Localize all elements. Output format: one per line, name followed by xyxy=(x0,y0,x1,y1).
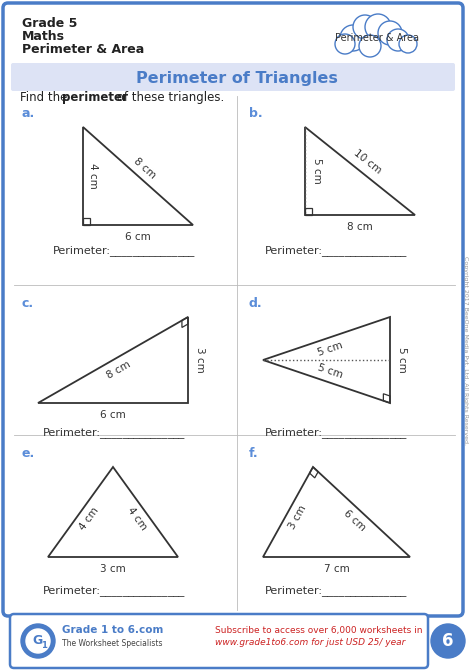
Text: 5 cm: 5 cm xyxy=(312,158,322,184)
Circle shape xyxy=(431,624,465,658)
Text: 8 cm: 8 cm xyxy=(105,360,133,381)
Text: Perimeter:_______________: Perimeter:_______________ xyxy=(43,585,185,596)
Text: e.: e. xyxy=(22,447,35,460)
FancyBboxPatch shape xyxy=(11,63,455,91)
Text: f.: f. xyxy=(249,447,259,460)
Text: Copyright 2017 BeeOne Media Pvt. Ltd. All Rights Reserved.: Copyright 2017 BeeOne Media Pvt. Ltd. Al… xyxy=(464,256,468,444)
Text: Maths: Maths xyxy=(22,30,65,43)
Text: d.: d. xyxy=(249,297,263,310)
Text: c.: c. xyxy=(22,297,34,310)
Text: 8 cm: 8 cm xyxy=(132,156,157,180)
Text: a.: a. xyxy=(22,107,35,120)
Circle shape xyxy=(378,21,402,45)
Text: 6 cm: 6 cm xyxy=(125,232,151,242)
FancyBboxPatch shape xyxy=(3,3,463,616)
Circle shape xyxy=(387,29,409,51)
Text: Perimeter:_______________: Perimeter:_______________ xyxy=(265,427,407,438)
Text: www.grade1to6.com for just USD 25/ year: www.grade1to6.com for just USD 25/ year xyxy=(215,638,405,647)
FancyBboxPatch shape xyxy=(10,614,428,668)
Text: b.: b. xyxy=(249,107,263,120)
Text: 8 cm: 8 cm xyxy=(347,222,373,232)
Text: Perimeter & Area: Perimeter & Area xyxy=(335,33,419,43)
Text: 1: 1 xyxy=(41,641,47,650)
Text: Perimeter:_______________: Perimeter:_______________ xyxy=(265,585,407,596)
Circle shape xyxy=(340,25,366,51)
Text: Perimeter:_______________: Perimeter:_______________ xyxy=(53,245,195,256)
Text: 5 cm: 5 cm xyxy=(397,347,407,373)
Circle shape xyxy=(399,35,417,53)
Text: 3 cm: 3 cm xyxy=(287,504,308,531)
Text: 5 cm: 5 cm xyxy=(316,362,344,380)
Circle shape xyxy=(26,629,50,653)
Text: G: G xyxy=(33,635,43,648)
Text: 4 cm: 4 cm xyxy=(78,505,101,532)
Text: Grade 1 to 6.com: Grade 1 to 6.com xyxy=(62,625,164,635)
Text: 6: 6 xyxy=(442,632,454,650)
Text: Subscribe to access over 6,000 worksheets in: Subscribe to access over 6,000 worksheet… xyxy=(215,626,422,635)
Text: of these triangles.: of these triangles. xyxy=(113,91,224,104)
Text: 4 cm: 4 cm xyxy=(88,163,98,189)
Text: The Worksheet Specialists: The Worksheet Specialists xyxy=(62,639,163,648)
Text: 3 cm: 3 cm xyxy=(100,564,126,574)
Text: Perimeter:_______________: Perimeter:_______________ xyxy=(43,427,185,438)
Text: Grade 5: Grade 5 xyxy=(22,17,77,30)
Circle shape xyxy=(335,34,355,54)
Circle shape xyxy=(353,15,377,39)
Text: Perimeter:_______________: Perimeter:_______________ xyxy=(265,245,407,256)
Text: 6 cm: 6 cm xyxy=(341,508,367,533)
Text: 10 cm: 10 cm xyxy=(352,148,383,176)
Text: 5 cm: 5 cm xyxy=(316,340,344,358)
Text: 4 cm: 4 cm xyxy=(125,505,148,532)
Text: 6 cm: 6 cm xyxy=(100,410,126,420)
Text: Find the: Find the xyxy=(20,91,71,104)
Circle shape xyxy=(359,35,381,57)
Text: 3 cm: 3 cm xyxy=(195,347,205,373)
Circle shape xyxy=(21,624,55,658)
Text: 7 cm: 7 cm xyxy=(324,564,349,574)
Text: Perimeter & Area: Perimeter & Area xyxy=(22,43,144,56)
Text: Perimeter of Triangles: Perimeter of Triangles xyxy=(136,72,338,87)
Circle shape xyxy=(365,14,391,40)
Text: perimeter: perimeter xyxy=(62,91,128,104)
